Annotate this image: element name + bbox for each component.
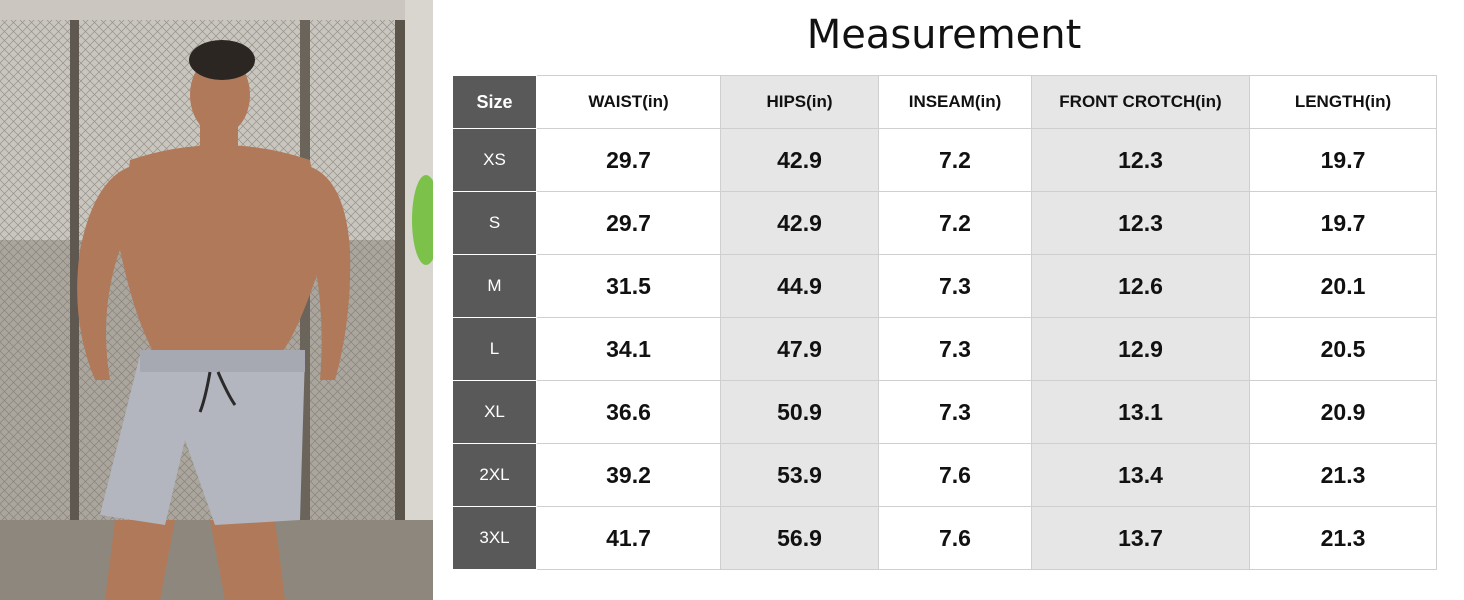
front-crotch-value: 12.9 [1031,317,1250,381]
length-value: 21.3 [1249,443,1437,507]
waist-value: 36.6 [536,380,721,444]
size-label: XL [452,380,537,444]
front-crotch-value: 12.3 [1031,128,1250,192]
header-front-crotch: FRONT CROTCH(in) [1031,75,1250,129]
header-waist: WAIST(in) [536,75,721,129]
header-hips: HIPS(in) [720,75,879,129]
header-row: Size WAIST(in) HIPS(in) INSEAM(in) FRONT… [452,75,1437,129]
inseam-value: 7.3 [878,380,1032,444]
table-row: L 34.1 47.9 7.3 12.9 20.5 [452,317,1437,381]
header-size: Size [452,75,537,129]
table-row: 3XL 41.7 56.9 7.6 13.7 21.3 [452,506,1437,570]
size-label: 2XL [452,443,537,507]
waist-value: 31.5 [536,254,721,318]
size-chart-table: Size WAIST(in) HIPS(in) INSEAM(in) FRONT… [452,75,1437,570]
model-photo [0,0,433,600]
inseam-value: 7.6 [878,506,1032,570]
length-value: 20.1 [1249,254,1437,318]
waist-value: 29.7 [536,191,721,255]
waist-value: 39.2 [536,443,721,507]
length-value: 21.3 [1249,506,1437,570]
hips-value: 56.9 [720,506,879,570]
table-row: S 29.7 42.9 7.2 12.3 19.7 [452,191,1437,255]
waist-value: 34.1 [536,317,721,381]
inseam-value: 7.2 [878,128,1032,192]
length-value: 19.7 [1249,191,1437,255]
model-wearing-shorts-illustration [0,0,433,600]
hips-value: 53.9 [720,443,879,507]
size-label: M [452,254,537,318]
hips-value: 47.9 [720,317,879,381]
header-length: LENGTH(in) [1249,75,1437,129]
length-value: 20.5 [1249,317,1437,381]
inseam-value: 7.2 [878,191,1032,255]
page-title: Measurement [806,12,1082,58]
front-crotch-value: 13.7 [1031,506,1250,570]
front-crotch-value: 12.3 [1031,191,1250,255]
front-crotch-value: 12.6 [1031,254,1250,318]
hips-value: 44.9 [720,254,879,318]
size-label: 3XL [452,506,537,570]
waist-value: 29.7 [536,128,721,192]
header-inseam: INSEAM(in) [878,75,1032,129]
front-crotch-value: 13.1 [1031,380,1250,444]
front-crotch-value: 13.4 [1031,443,1250,507]
size-label: L [452,317,537,381]
inseam-value: 7.6 [878,443,1032,507]
length-value: 20.9 [1249,380,1437,444]
waist-value: 41.7 [536,506,721,570]
table-row: XS 29.7 42.9 7.2 12.3 19.7 [452,128,1437,192]
length-value: 19.7 [1249,128,1437,192]
size-label: XS [452,128,537,192]
table-row: 2XL 39.2 53.9 7.6 13.4 21.3 [452,443,1437,507]
hips-value: 42.9 [720,128,879,192]
hips-value: 42.9 [720,191,879,255]
inseam-value: 7.3 [878,317,1032,381]
size-label: S [452,191,537,255]
table-row: XL 36.6 50.9 7.3 13.1 20.9 [452,380,1437,444]
table-row: M 31.5 44.9 7.3 12.6 20.1 [452,254,1437,318]
hips-value: 50.9 [720,380,879,444]
inseam-value: 7.3 [878,254,1032,318]
